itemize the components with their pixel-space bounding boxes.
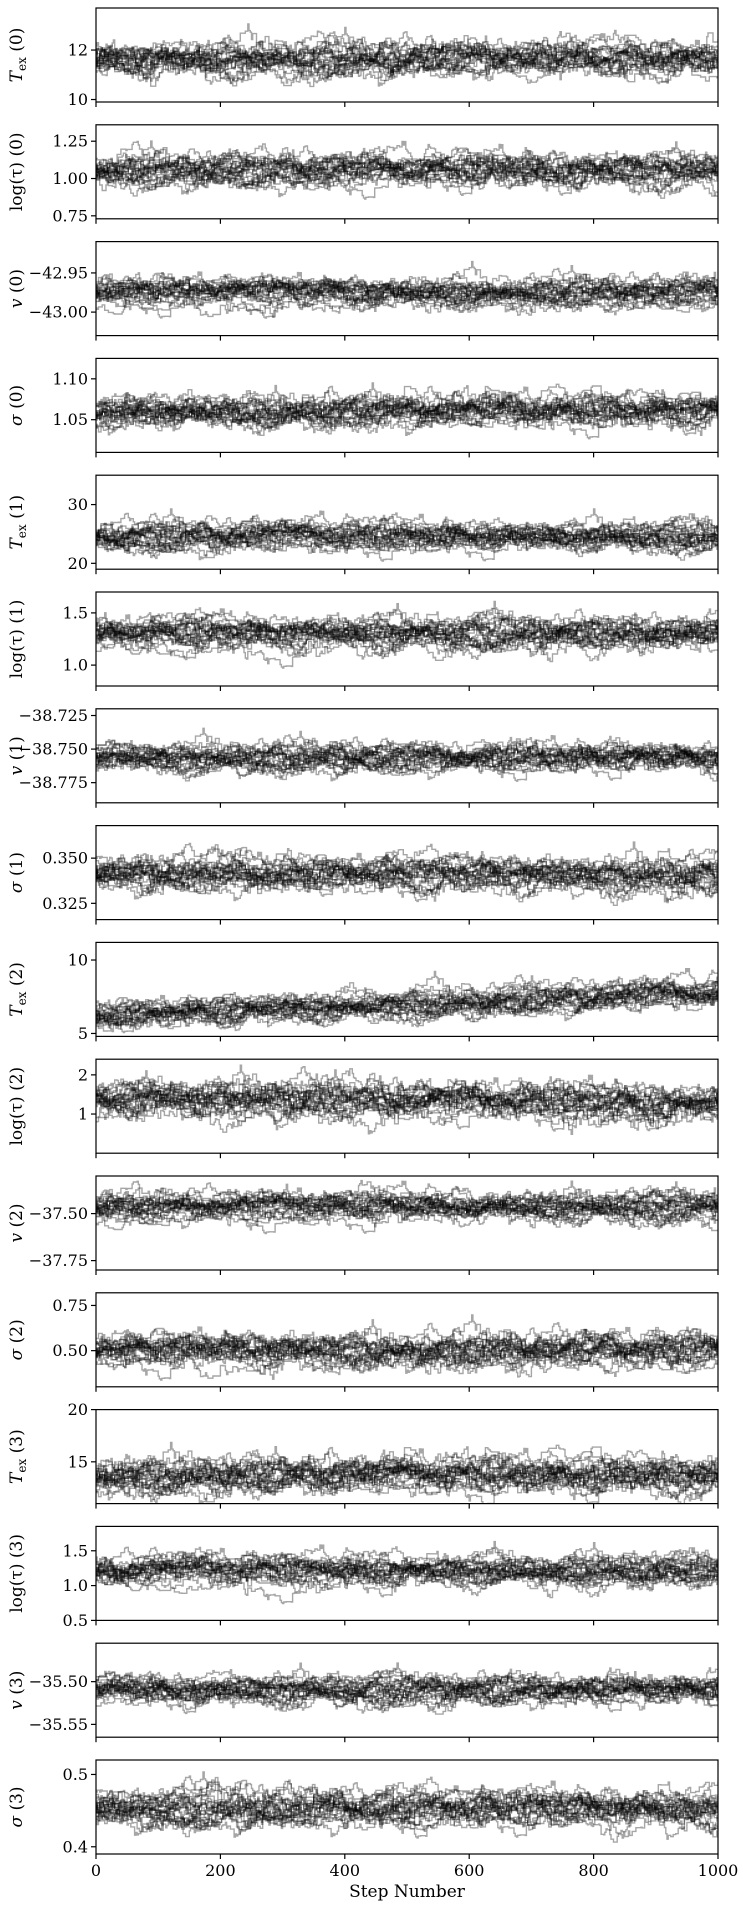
y-tick-label: 0.325 xyxy=(42,894,88,913)
trace-panel-11: 0.50 0.75 σ (2) xyxy=(7,1293,718,1392)
y-tick-label: 2 xyxy=(78,1065,88,1084)
x-tick-label: 600 xyxy=(454,1861,485,1880)
y-tick-label: 5 xyxy=(78,1024,88,1043)
y-tick-label: 1.00 xyxy=(52,169,88,188)
walker-traces xyxy=(96,1181,718,1234)
x-tick-label: 200 xyxy=(205,1861,236,1880)
trace-panel-10: −37.75 −37.50v (2) xyxy=(7,1176,718,1275)
y-tick-label: 1.0 xyxy=(63,1576,88,1595)
y-axis-label: σ (1) xyxy=(7,852,27,893)
y-tick-label: 1.05 xyxy=(52,410,88,429)
x-tick-label: 1000 xyxy=(698,1861,739,1880)
walker-traces xyxy=(96,1663,718,1714)
x-tick-label: 0 xyxy=(91,1861,101,1880)
y-tick-label: −43.00 xyxy=(29,303,88,322)
y-tick-label: −38.725 xyxy=(19,706,88,725)
y-axis-label: v (0) xyxy=(7,269,27,308)
x-axis-label: Step Number xyxy=(349,1882,466,1902)
x-tick-label: 400 xyxy=(330,1861,361,1880)
y-tick-label: −37.75 xyxy=(29,1251,88,1270)
trace-panel-2: −43.00 −42.95v (0) xyxy=(7,242,718,341)
trace-panel-7: 0.325 0.350 σ (1) xyxy=(7,826,718,925)
y-tick-label: 1.10 xyxy=(52,369,88,388)
y-axis-label: Tex (0) xyxy=(7,28,29,83)
trace-panel-12: 15 20 Tex (3) xyxy=(7,1400,718,1509)
trace-panel-1: 0.75 1.00 1.25 log(τ) (0) xyxy=(7,125,718,226)
y-tick-label: 1 xyxy=(78,1105,88,1124)
y-tick-label: −35.55 xyxy=(29,1715,88,1734)
y-axis-label: log(τ) (2) xyxy=(7,1067,27,1146)
y-tick-label: 0.5 xyxy=(63,1765,88,1784)
y-tick-label: 15 xyxy=(68,1452,88,1471)
y-tick-label: 0.5 xyxy=(63,1611,88,1630)
y-tick-label: 1.5 xyxy=(63,603,88,622)
walker-traces xyxy=(96,141,718,199)
y-axis-label: v (3) xyxy=(7,1671,27,1710)
y-axis-label: log(τ) (0) xyxy=(7,132,27,211)
walker-traces xyxy=(96,1065,718,1134)
trace-panel-4: 20 30 Tex (1) xyxy=(7,475,718,574)
y-tick-label: 0.75 xyxy=(52,1296,88,1315)
walker-traces xyxy=(96,24,718,86)
y-tick-label: −35.50 xyxy=(29,1672,88,1691)
y-axis-label: σ (3) xyxy=(7,1786,27,1827)
trace-panel-14: −35.55 −35.50v (3) xyxy=(7,1643,718,1742)
y-axis-label: σ (0) xyxy=(7,385,27,426)
y-tick-label: −38.775 xyxy=(19,773,88,792)
y-tick-label: −37.50 xyxy=(29,1204,88,1223)
walker-traces xyxy=(96,383,718,439)
walker-traces xyxy=(96,842,718,905)
walker-traces xyxy=(96,1542,718,1604)
y-tick-label: 30 xyxy=(68,495,88,514)
walker-traces xyxy=(96,602,718,669)
y-tick-label: −42.95 xyxy=(29,263,88,282)
y-tick-label: 0.50 xyxy=(52,1341,88,1360)
y-tick-label: 1.5 xyxy=(63,1541,88,1560)
y-tick-label: 0.75 xyxy=(52,206,88,225)
walker-traces xyxy=(96,262,718,319)
y-axis-label: Tex (1) xyxy=(7,495,29,550)
y-axis-label: log(τ) (3) xyxy=(7,1534,27,1613)
y-tick-label: 10 xyxy=(68,951,88,970)
y-tick-label: −38.750 xyxy=(19,740,88,759)
trace-panel-13: 0.5 1.0 1.5 log(τ) (3) xyxy=(7,1526,718,1630)
walker-traces xyxy=(96,509,718,561)
walker-traces xyxy=(96,1315,718,1380)
y-axis-label: σ (2) xyxy=(7,1319,27,1360)
trace-panel-0: 10 12 Tex (0) xyxy=(7,8,718,109)
y-tick-label: 20 xyxy=(68,554,88,573)
y-axis-label: Tex (3) xyxy=(7,1429,29,1484)
trace-panel-8: 5 10 Tex (2) xyxy=(7,942,718,1043)
y-axis-label: v (2) xyxy=(7,1203,27,1242)
trace-panel-3: 1.05 1.10 σ (0) xyxy=(7,358,718,457)
walker-traces xyxy=(96,1772,718,1842)
trace-panel-5: 1.0 1.5 log(τ) (1) xyxy=(7,592,718,691)
trace-panel-15: 0.4 0.5 σ (3) 0 200 400 600 800 1000 Step Number xyxy=(7,1760,738,1902)
walker-traces xyxy=(96,728,718,781)
y-tick-label: 1.25 xyxy=(52,132,88,151)
y-axis-label: log(τ) (1) xyxy=(7,600,27,679)
y-axis-label: v (1) xyxy=(7,736,27,775)
y-tick-label: 0.4 xyxy=(63,1837,88,1856)
y-tick-label: 1.0 xyxy=(63,656,88,675)
walker-traces xyxy=(96,1442,718,1505)
walker-traces xyxy=(96,969,718,1033)
x-tick-label: 800 xyxy=(578,1861,609,1880)
trace-panel-6: −38.775 −38.750 −38.725 v (1) xyxy=(7,706,718,808)
y-tick-label: 0.350 xyxy=(42,849,88,868)
y-tick-label: 10 xyxy=(68,90,88,109)
y-tick-label: 20 xyxy=(68,1400,88,1419)
y-axis-label: Tex (2) xyxy=(7,962,29,1017)
y-tick-label: 12 xyxy=(68,41,88,60)
trace-panel-9: 1 2 log(τ) (2) xyxy=(7,1059,718,1158)
